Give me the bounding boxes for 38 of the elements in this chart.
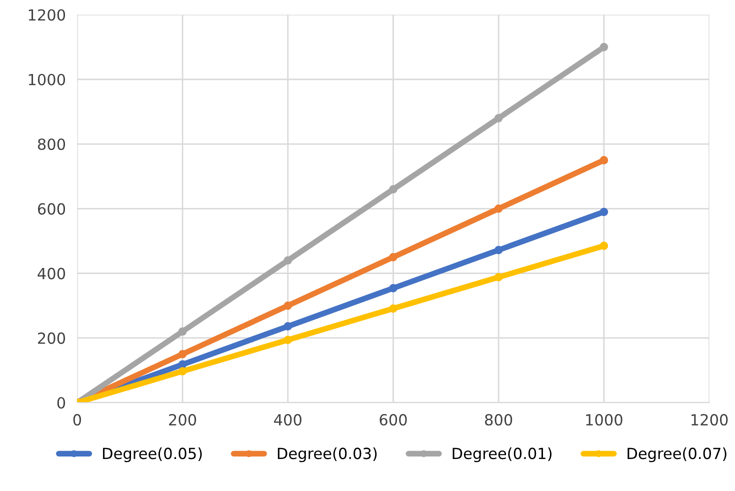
x-tick-label: 800 [485,414,512,426]
y-tick-label: 800 [38,138,66,150]
point [284,256,292,265]
x-tick-label: 0 [73,414,82,426]
point [494,246,503,254]
x-tick-label: 1200 [692,414,728,426]
legend-label: Degree(0.01) [452,447,552,462]
point [178,327,187,336]
point [494,204,503,213]
y-tick-label: 600 [38,203,66,215]
x-tick-label: 1000 [586,414,622,426]
x-tick-label: 200 [169,414,196,426]
point [494,114,503,122]
point [389,304,398,313]
point [600,42,608,52]
y-tick-label: 1200 [28,9,66,21]
point [494,273,503,282]
point [600,156,608,164]
point [284,336,292,344]
legend-label: Degree(0.07) [628,447,726,462]
y-tick-label: 1000 [28,74,66,86]
point [284,322,292,330]
y-tick-label: 200 [38,332,66,344]
y-tick-label: 400 [38,268,66,280]
legend-label: Degree(0.03) [278,447,377,462]
point [284,301,292,310]
legend-label: Degree(0.05) [103,447,202,462]
x-tick-label: 400 [274,414,302,426]
point [178,367,187,376]
point [389,185,398,194]
x-tick-label: 600 [380,414,407,426]
point [178,360,187,369]
point [178,350,187,358]
point [389,252,398,262]
point [389,284,398,292]
y-tick-label: 0 [57,397,66,409]
point [600,208,608,216]
point [600,242,608,250]
